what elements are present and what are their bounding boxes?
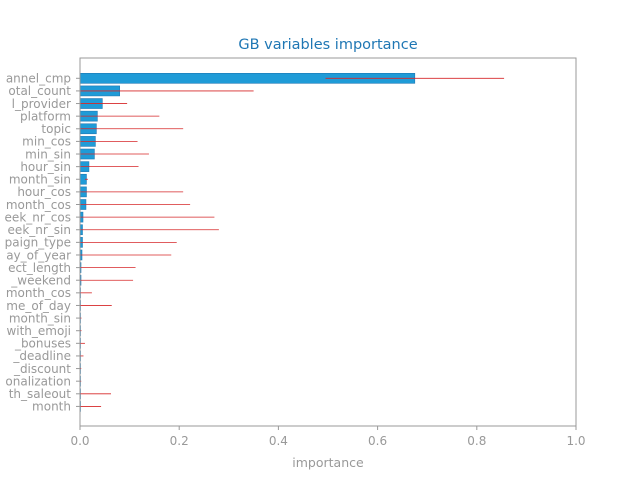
y-tick-label: l_provider (12, 97, 71, 111)
y-tick-label: onalization (5, 374, 71, 388)
y-tick-label: _bonuses (14, 337, 71, 351)
x-tick-label: 1.0 (566, 434, 585, 448)
y-tick-label: eek_nr_cos (5, 210, 71, 224)
y-tick-label: ay_of_year (6, 248, 71, 262)
x-tick-label: 0.8 (467, 434, 486, 448)
y-tick-label: month_sin (9, 311, 71, 325)
y-axis-ticks: annel_cmpotal_countl_providerplatformtop… (5, 72, 80, 414)
y-tick-label: eek_nr_sin (8, 223, 71, 237)
y-tick-label: month_cos (6, 198, 71, 212)
y-tick-label: hour_cos (17, 185, 71, 199)
x-axis-ticks: 0.0 0.2 0.4 0.6 0.8 1.0 (70, 426, 586, 448)
x-tick-label: 0.6 (368, 434, 387, 448)
y-tick-label: month_sin (9, 173, 71, 187)
y-tick-label: ect_length (8, 261, 71, 275)
y-tick-label: th_saleout (9, 387, 72, 401)
y-tick-label: annel_cmp (6, 72, 71, 86)
y-tick-label: me_of_day (6, 299, 71, 313)
y-tick-label: min_sin (25, 147, 71, 161)
chart-title: GB variables importance (238, 37, 417, 53)
y-tick-label: paign_type (5, 236, 71, 250)
y-tick-label: month (32, 400, 71, 414)
x-tick-label: 0.2 (170, 434, 189, 448)
y-tick-label: platform (20, 109, 71, 123)
y-tick-label: with_emoji (6, 324, 71, 338)
error-bars-layer (80, 77, 505, 407)
x-axis-label: importance (292, 455, 364, 470)
y-tick-label: otal_count (8, 84, 71, 98)
x-tick-label: 0.4 (269, 434, 288, 448)
y-tick-label: _discount (13, 362, 71, 376)
y-tick-label: _deadline (12, 349, 71, 363)
y-tick-label: min_cos (22, 135, 71, 149)
y-tick-label: month_cos (6, 286, 71, 300)
x-tick-label: 0.0 (70, 434, 89, 448)
y-tick-label: topic (41, 122, 71, 136)
y-tick-label: _weekend (10, 274, 71, 288)
y-tick-label: hour_sin (20, 160, 71, 174)
